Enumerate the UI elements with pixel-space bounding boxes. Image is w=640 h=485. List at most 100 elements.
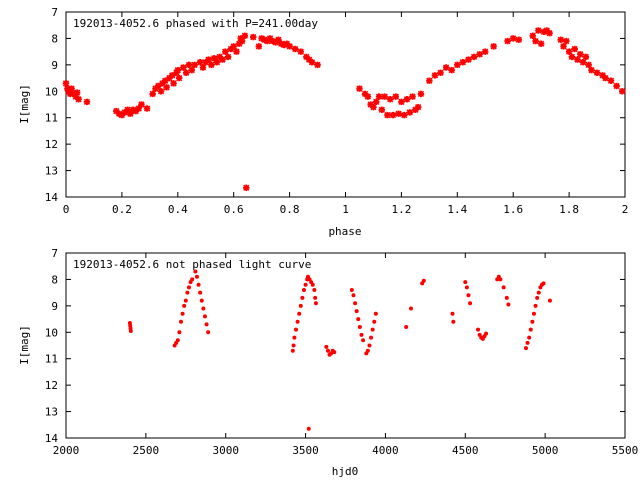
data-point [356, 317, 361, 322]
data-point [392, 93, 400, 100]
x-tick-label: 5000 [532, 444, 559, 457]
data-point [62, 80, 70, 87]
data-point [303, 282, 308, 287]
data-point [224, 53, 232, 61]
data-point [202, 314, 207, 319]
data-point [190, 277, 195, 282]
data-point [325, 348, 330, 353]
data-point [560, 43, 567, 50]
data-point [619, 88, 626, 95]
data-point [182, 69, 190, 76]
x-tick-label: 1.2 [391, 203, 411, 216]
data-point [463, 280, 468, 285]
data-point [143, 105, 151, 112]
data-point [238, 37, 246, 45]
data-point [293, 327, 298, 332]
data-point [83, 98, 91, 106]
data-point [73, 89, 81, 96]
data-point [68, 85, 75, 92]
y-tick-label: 12 [45, 138, 58, 151]
data-point [482, 48, 489, 55]
data-point [613, 82, 620, 90]
data-point [515, 36, 522, 43]
data-point [241, 32, 249, 39]
y-tick-label: 8 [51, 273, 58, 286]
data-point [135, 105, 142, 112]
data-point [381, 93, 388, 100]
data-point [291, 45, 299, 53]
data-point [448, 66, 455, 74]
data-point [290, 348, 295, 353]
data-point [349, 288, 354, 292]
data-point [504, 37, 511, 45]
data-point [199, 298, 204, 303]
data-point [568, 53, 576, 61]
data-point [484, 331, 489, 336]
y-tick-label: 7 [51, 247, 58, 260]
y-ticks: 7 8 9 10 11 12 13 14 [45, 247, 625, 445]
data-point [208, 61, 215, 69]
data-point [297, 48, 304, 55]
plot-frame [65, 11, 626, 198]
data-point [365, 348, 370, 353]
data-point [501, 285, 506, 290]
data-point [369, 335, 374, 340]
data-point [193, 269, 198, 274]
data-point [301, 288, 306, 292]
data-point [185, 290, 190, 295]
data-point [490, 43, 497, 50]
data-point [450, 311, 455, 316]
data-point [403, 96, 411, 103]
data-point [205, 56, 212, 63]
data-point [300, 295, 305, 300]
data-point [528, 327, 533, 332]
data-point [387, 96, 394, 103]
data-point [295, 319, 300, 324]
data-point [370, 103, 377, 111]
data-point [465, 56, 472, 63]
data-point [332, 350, 337, 355]
data-point [535, 295, 540, 300]
data-point [537, 40, 545, 47]
data-point [533, 303, 538, 308]
data-point [426, 77, 433, 84]
data-point [357, 325, 362, 329]
data-point [359, 332, 364, 337]
data-point [437, 69, 444, 76]
data-point [286, 43, 293, 50]
data-point [250, 33, 257, 41]
data-point [498, 277, 503, 282]
y-axis-label: I[mag] [18, 325, 31, 365]
data-point [367, 343, 372, 348]
data-point [408, 306, 413, 311]
data-point [354, 309, 359, 314]
data-points [127, 269, 552, 431]
data-point [504, 295, 509, 300]
data-point [531, 311, 536, 316]
data-point [243, 184, 250, 191]
data-point [183, 298, 188, 303]
data-point [138, 101, 145, 108]
data-point [196, 282, 201, 287]
x-tick-label: 2000 [53, 444, 80, 457]
data-point [409, 93, 416, 100]
data-point [421, 278, 426, 283]
data-point [194, 274, 199, 279]
data-point [523, 346, 528, 351]
data-point [579, 59, 587, 66]
data-point [206, 330, 211, 335]
y-tick-label: 13 [45, 406, 58, 419]
data-point [395, 110, 402, 117]
data-point [219, 56, 226, 63]
data-point [529, 32, 536, 39]
data-point [361, 338, 366, 343]
data-point [389, 111, 397, 119]
y-tick-label: 11 [45, 112, 58, 125]
data-point [199, 64, 207, 71]
data-point [163, 84, 170, 91]
data-points [62, 27, 626, 191]
data-point [128, 328, 133, 333]
x-tick-label: 0.2 [112, 203, 132, 216]
